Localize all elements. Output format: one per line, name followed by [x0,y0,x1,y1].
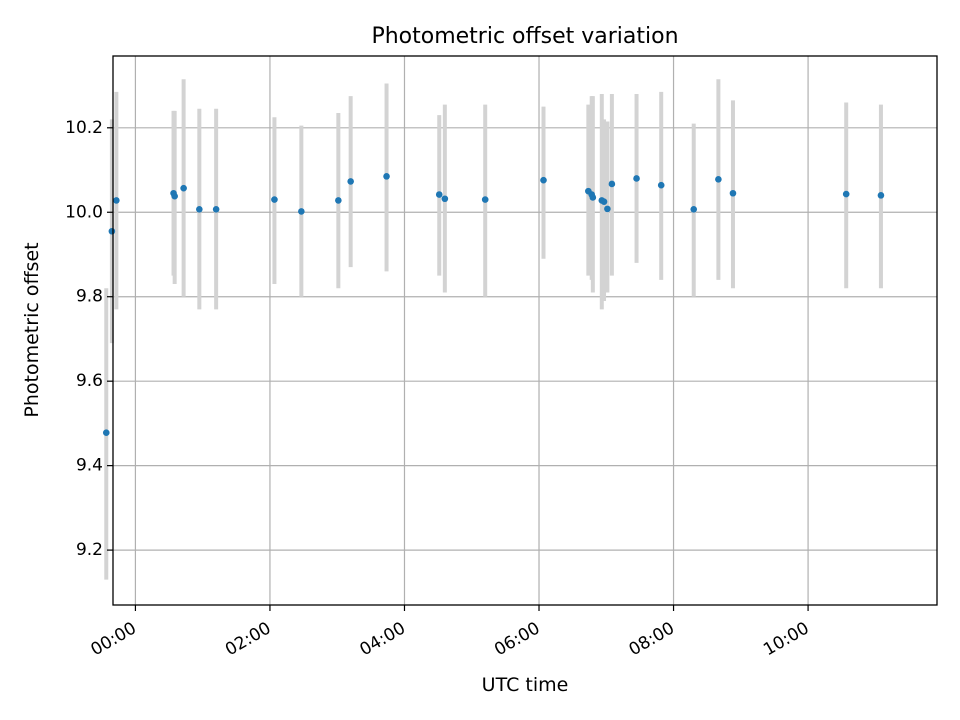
data-point [441,195,449,203]
x-tick-label: 00:00 [87,618,139,660]
data-point [347,178,354,185]
data-point [540,176,547,184]
plot-frame [112,55,938,606]
data-point [435,191,443,198]
y-tick-label: 10.0 [65,202,103,222]
y-tick-label: 10.2 [65,118,103,138]
data-point [690,205,698,213]
data-point [171,192,178,200]
data-point [600,198,608,205]
grid-layer [113,56,937,605]
data-point [608,180,616,188]
data-point [842,190,850,198]
data-point [729,189,737,197]
y-tick-label: 9.4 [76,456,103,476]
data-point [589,194,597,201]
data-point [113,197,120,204]
data-point [212,205,220,213]
data-point [102,429,110,436]
data-point [196,205,203,213]
y-axis-label: Photometric offset [21,242,43,417]
data-point [877,192,885,199]
data-point [108,227,116,235]
y-tick-label: 9.8 [76,287,103,307]
x-tick-label: 06:00 [491,618,543,660]
data-point [604,205,611,213]
chart-title: Photometric offset variation [371,24,678,49]
data-point [180,184,187,192]
data-point [481,196,489,203]
x-tick-label: 08:00 [626,618,678,660]
data-point [715,176,722,183]
y-tick-label: 9.2 [76,540,103,560]
x-tick-label: 04:00 [357,618,409,660]
point-layer [102,173,885,436]
data-point [271,196,278,203]
data-point [335,197,342,204]
x-tick-label: 02:00 [222,618,274,660]
data-point [298,208,305,215]
data-point [633,175,640,182]
errorbar-layer [104,79,883,580]
x-tick-label: 10:00 [760,618,812,660]
y-tick-label: 9.6 [76,371,103,391]
x-axis-label: UTC time [482,674,569,696]
data-point [657,181,665,189]
data-point [383,173,390,180]
